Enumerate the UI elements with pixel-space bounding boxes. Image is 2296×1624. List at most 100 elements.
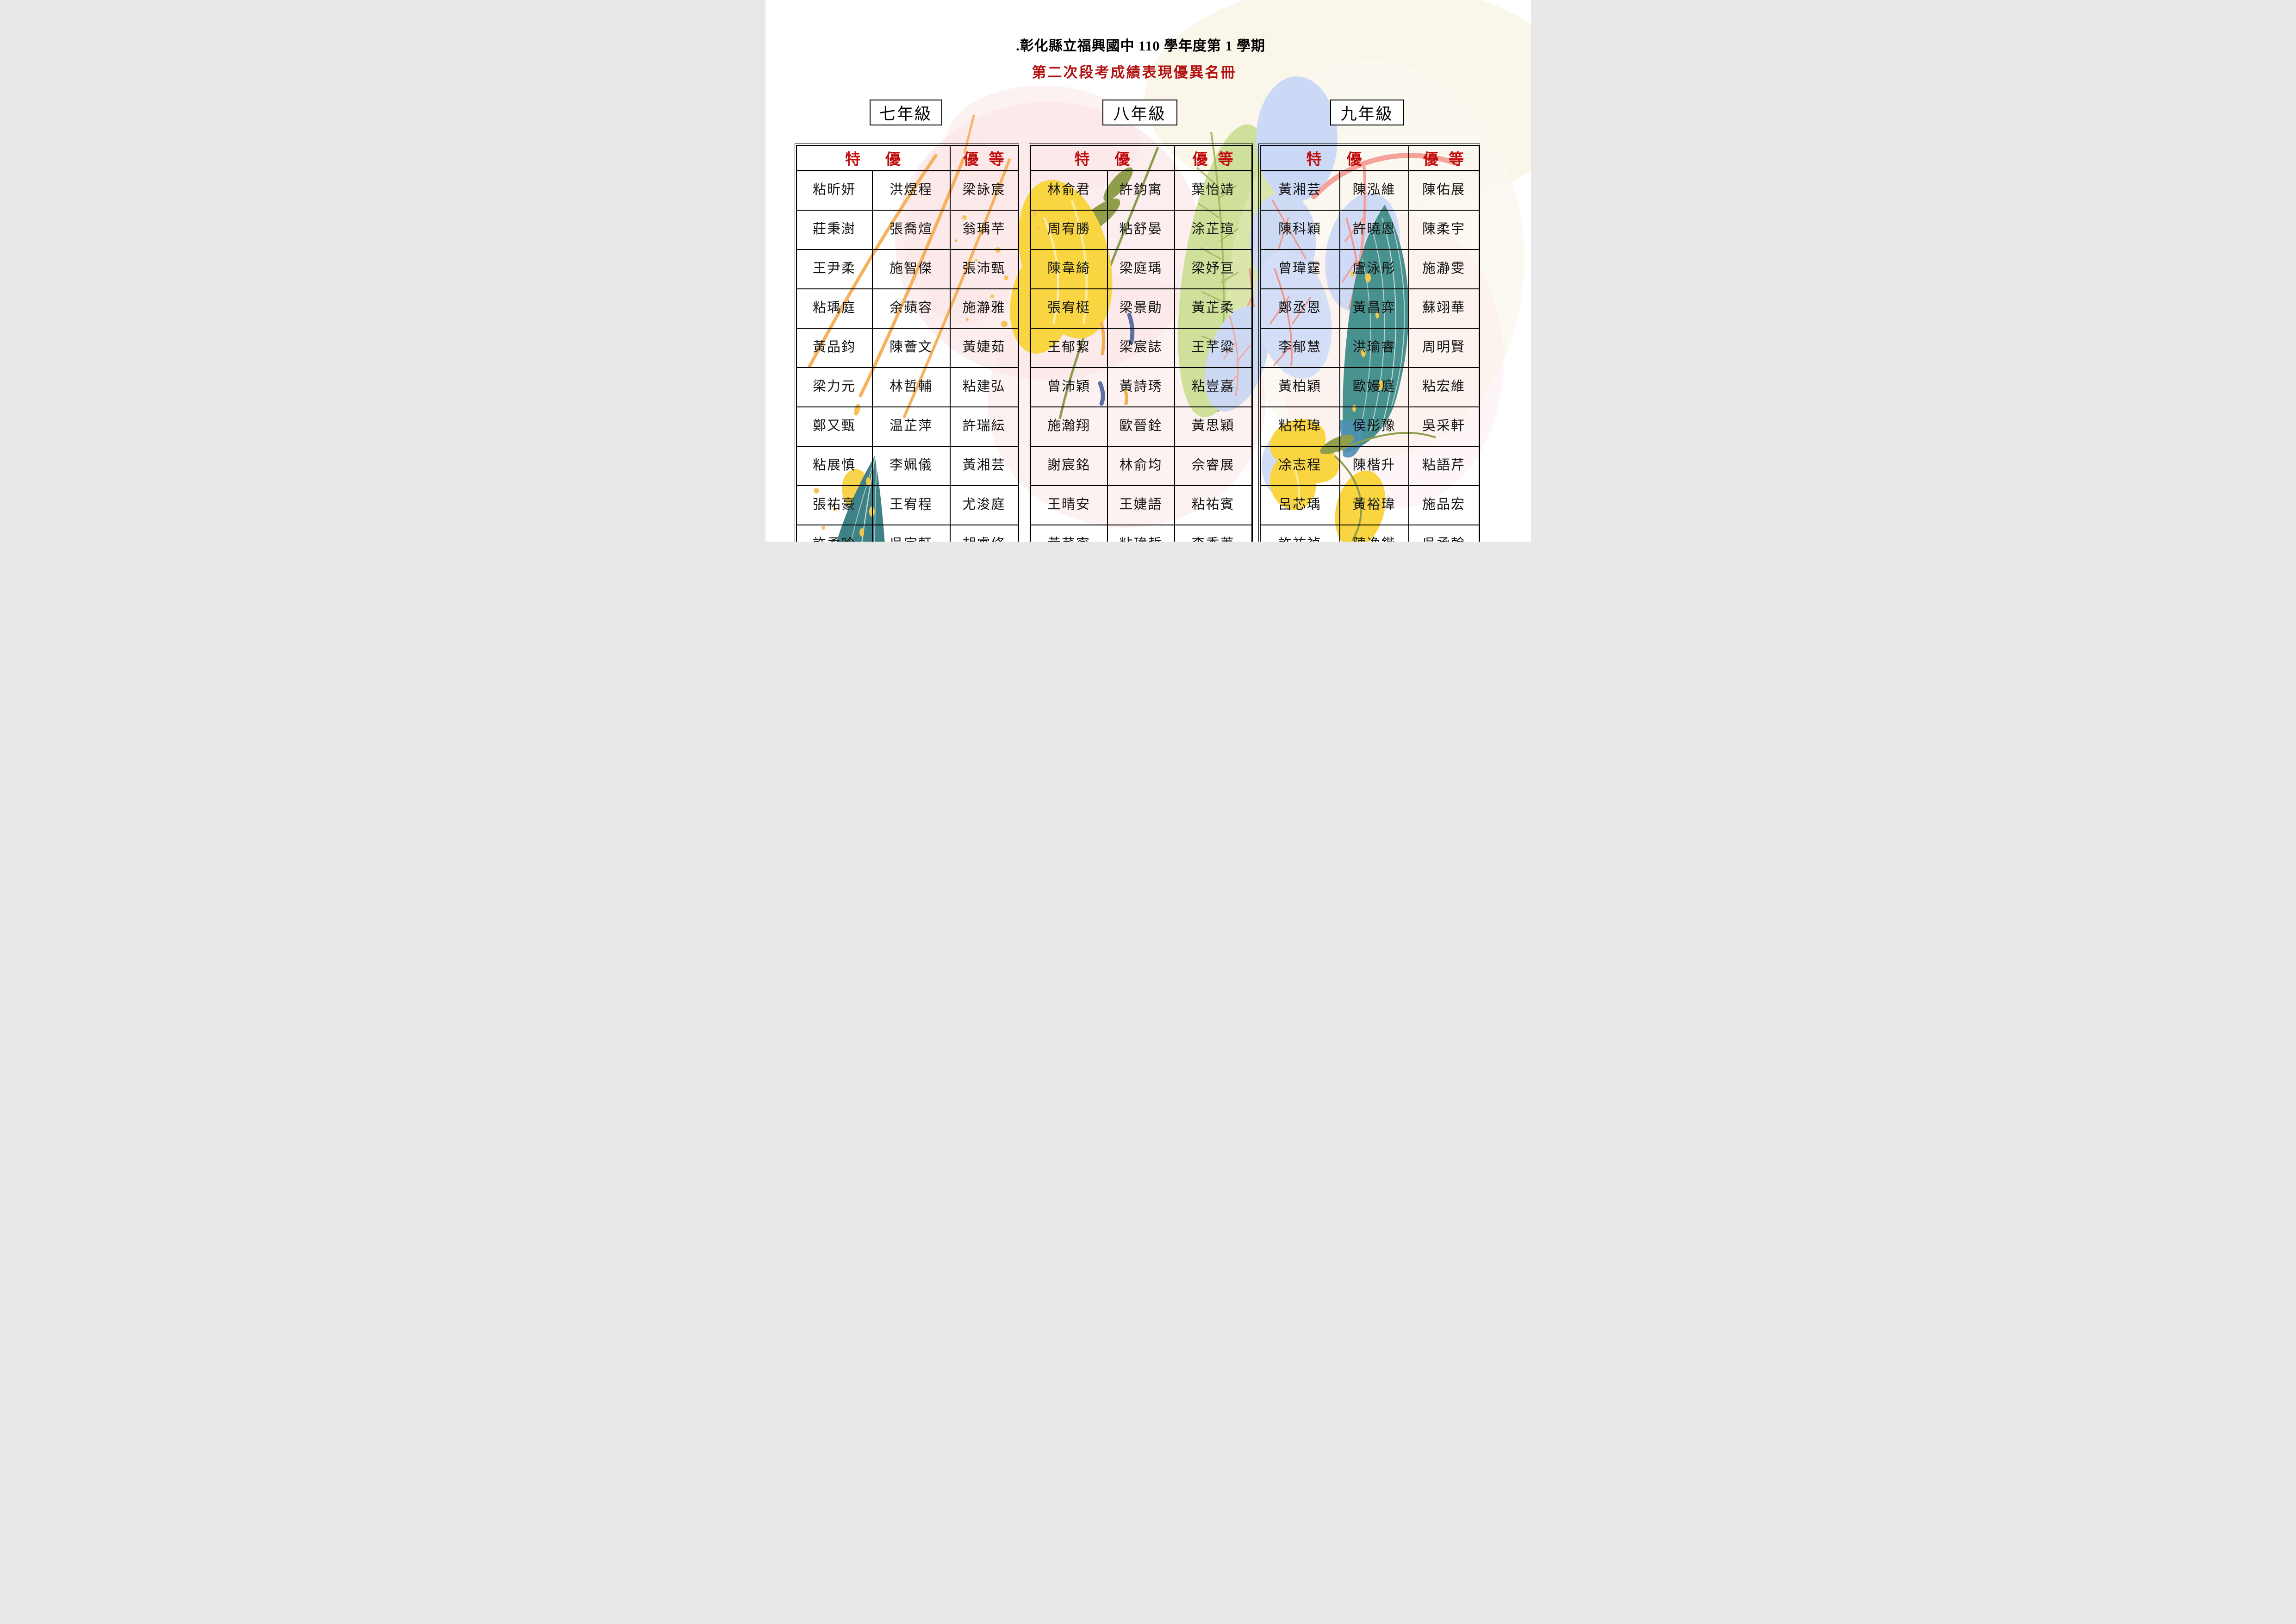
table-row: 曾沛穎 黃詩琇 粘豈嘉 [1030,367,1252,407]
table-row: 粘瑀庭 余蘋容 施瀞雅 [796,288,1019,329]
table-row: 王郁絜 梁宸誌 王芊粱 [1030,328,1252,368]
student-name-cell: 陳柔宇 [1408,210,1480,250]
table-row: 凃志程 陳楷升 粘語芹 [1259,446,1480,486]
student-name-cell: 胡睿修 [949,525,1019,542]
table-row: 鄭又甄 温芷萍 許瑞紜 [796,406,1019,447]
table-row: 王尹柔 施智傑 張沛甄 [796,249,1019,289]
student-name-cell: 王芊粱 [1174,328,1252,368]
student-name-cell: 陳楷升 [1339,446,1409,486]
honor-roll-table-wrap-7: 特優 優等 粘昕妍 洪煜程 梁詠宸 莊秉澍 張喬煊 翁瑀芉 王尹柔 施智傑 張沛甄 粘瑀庭 余蘋容施… [794,144,1019,542]
header-row: 特優 優等 [796,145,1019,171]
student-name-cell: 梁宸誌 [1107,328,1175,368]
student-name-cell: 黃湘芸 [949,446,1019,486]
student-name-cell: 粘昕妍 [796,170,873,211]
student-name-cell: 黃婕茹 [949,328,1019,368]
student-name-cell: 張沛甄 [949,249,1019,289]
student-name-cell: 李季蓁 [1174,525,1252,542]
student-name-cell: 林俞均 [1107,446,1175,486]
student-name-cell: 許瑞紜 [949,406,1019,447]
student-name-cell: 吳宇軒 [871,525,951,542]
honor-roll-table-wrap-9: 特優 優等 黃湘芸 陳泓維 陳佑展 陳科穎 許曉恩 陳柔宇 曾瑋霆 盧泳彤 施瀞雯 鄭丞恩 黃昌弈蘇… [1258,144,1480,542]
table-row: 許祐禎陳逸鍇吳承翰 [1259,525,1480,542]
student-name-cell: 翁瑀芉 [949,210,1019,250]
student-name-cell: 張宥梃 [1030,288,1108,329]
grade-label-box-9: 九年級 [1330,100,1404,125]
student-name-cell: 陳佑展 [1408,170,1480,211]
student-name-cell: 黃品鈞 [796,328,873,368]
student-name-cell: 張喬煊 [871,210,951,250]
student-name-cell: 吳承翰 [1408,525,1480,542]
student-name-cell: 許鈞寓 [1107,170,1175,211]
student-name-cell: 王宥程 [871,485,951,525]
student-name-cell: 盧泳彤 [1339,249,1409,289]
header-row: 特優 優等 [1259,145,1480,171]
table-row: 陳科穎 許曉恩 陳柔宇 [1259,210,1480,250]
student-name-cell: 黃湘芸 [1259,170,1340,211]
table-row: 林俞君 許鈞寓 葉怡靖 [1030,170,1252,211]
student-name-cell: 梁景勛 [1107,288,1175,329]
table-row: 呂芯瑀 黃裕瑋 施品宏 [1259,485,1480,525]
table-row: 施瀚翔 歐晉銓 黃思穎 [1030,406,1252,447]
table-row: 黃湘芸 陳泓維 陳佑展 [1259,170,1480,211]
student-rows: 黃湘芸 陳泓維 陳佑展 陳科穎 許曉恩 陳柔宇 曾瑋霆 盧泳彤 施瀞雯 鄭丞恩 黃昌弈 蘇翊華 李郁慧洪… [1259,170,1480,542]
student-name-cell: 粘語芹 [1408,446,1480,486]
student-name-cell: 粘豈嘉 [1174,367,1252,407]
grade-label-box-7: 七年級 [869,100,942,125]
student-name-cell: 黃詩琇 [1107,367,1175,407]
student-name-cell: 粘展慎 [796,446,873,486]
student-rows: 林俞君 許鈞寓 葉怡靖 周宥勝 粘舒晏 涂芷瑄 陳韋綺 梁庭瑀 梁妤亘 張宥梃 梁景勛 黃芷柔 王郁絜梁… [1030,170,1252,542]
student-name-cell: 余蘋容 [871,288,951,329]
student-name-cell: 尤浚庭 [949,485,1019,525]
header-cell-youdeng: 優等 [1174,145,1252,171]
student-name-cell: 王郁絜 [1030,328,1108,368]
grade-label: 八年級 [1113,105,1166,123]
table-row: 黃柏穎 歐嫚庭 粘宏維 [1259,367,1480,407]
table-row: 莊秉澍 張喬煊 翁瑀芉 [796,210,1019,250]
student-name-cell: 王尹柔 [796,249,873,289]
table-row: 李郁慧 洪瑜睿 周明賢 [1259,328,1480,368]
student-name-cell: 吳采軒 [1408,406,1480,447]
student-name-cell: 陳韋綺 [1030,249,1108,289]
student-name-cell: 許柔吟 [796,525,873,542]
header-cell-youdeng: 優等 [949,145,1019,171]
student-name-cell: 林俞君 [1030,170,1108,211]
content-layer: .彰化縣立福興國中 110 學年度第 1 學期 第二次段考成績表現優異名冊 七年… [765,0,1531,542]
student-name-cell: 粘瑋哲 [1107,525,1175,542]
student-name-cell: 許曉恩 [1339,210,1409,250]
grade-label-box-8: 八年級 [1102,100,1177,125]
table-row: 黃品鈞 陳薈文 黃婕茹 [796,328,1019,368]
student-name-cell: 涂芷瑄 [1174,210,1252,250]
student-name-cell: 洪煜程 [871,170,951,211]
student-name-cell: 李郁慧 [1259,328,1340,368]
honor-roll-table-wrap-8: 特優 優等 林俞君 許鈞寓 葉怡靖 周宥勝 粘舒晏 涂芷瑄 陳韋綺 梁庭瑀 梁妤亘 張宥梃 梁景勛黃… [1028,144,1253,542]
table-row: 陳韋綺 梁庭瑀 梁妤亘 [1030,249,1252,289]
table-row: 黃芊寧粘瑋哲李季蓁 [1030,525,1252,542]
student-name-cell: 周宥勝 [1030,210,1108,250]
header-cell-youdeng: 優等 [1408,145,1480,171]
honor-roll-table-grade7: 特優 優等 粘昕妍 洪煜程 梁詠宸 莊秉澍 張喬煊 翁瑀芉 王尹柔 施智傑 張沛甄 粘瑀庭 余蘋容施… [796,145,1019,542]
student-name-cell: 林哲輔 [871,367,951,407]
header-row: 特優 優等 [1030,145,1252,171]
table-row: 梁力元 林哲輔 粘建弘 [796,367,1019,407]
student-name-cell: 王晴安 [1030,485,1108,525]
table-row: 曾瑋霆 盧泳彤 施瀞雯 [1259,249,1480,289]
student-name-cell: 黃裕瑋 [1339,485,1409,525]
student-name-cell: 粘祐賓 [1174,485,1252,525]
student-name-cell: 謝宸銘 [1030,446,1108,486]
student-name-cell: 歐嫚庭 [1339,367,1409,407]
student-name-cell: 陳薈文 [871,328,951,368]
header-cell-teyou: 特優 [796,145,951,171]
page-subtitle: 第二次段考成績表現優異名冊 [1032,64,1237,81]
student-name-cell: 施瀚翔 [1030,406,1108,447]
table-row: 粘祐瑋 侯彤豫 吳采軒 [1259,406,1480,447]
header-cell-teyou: 特優 [1030,145,1175,171]
student-name-cell: 梁詠宸 [949,170,1019,211]
student-name-cell: 梁妤亘 [1174,249,1252,289]
student-name-cell: 蘇翊華 [1408,288,1480,329]
student-name-cell: 粘祐瑋 [1259,406,1340,447]
page-title: .彰化縣立福興國中 110 學年度第 1 學期 [1016,38,1265,54]
student-name-cell: 呂芯瑀 [1259,485,1340,525]
student-name-cell: 李姵儀 [871,446,951,486]
table-row: 張祐豪 王宥程 尤浚庭 [796,485,1019,525]
student-name-cell: 施瀞雅 [949,288,1019,329]
